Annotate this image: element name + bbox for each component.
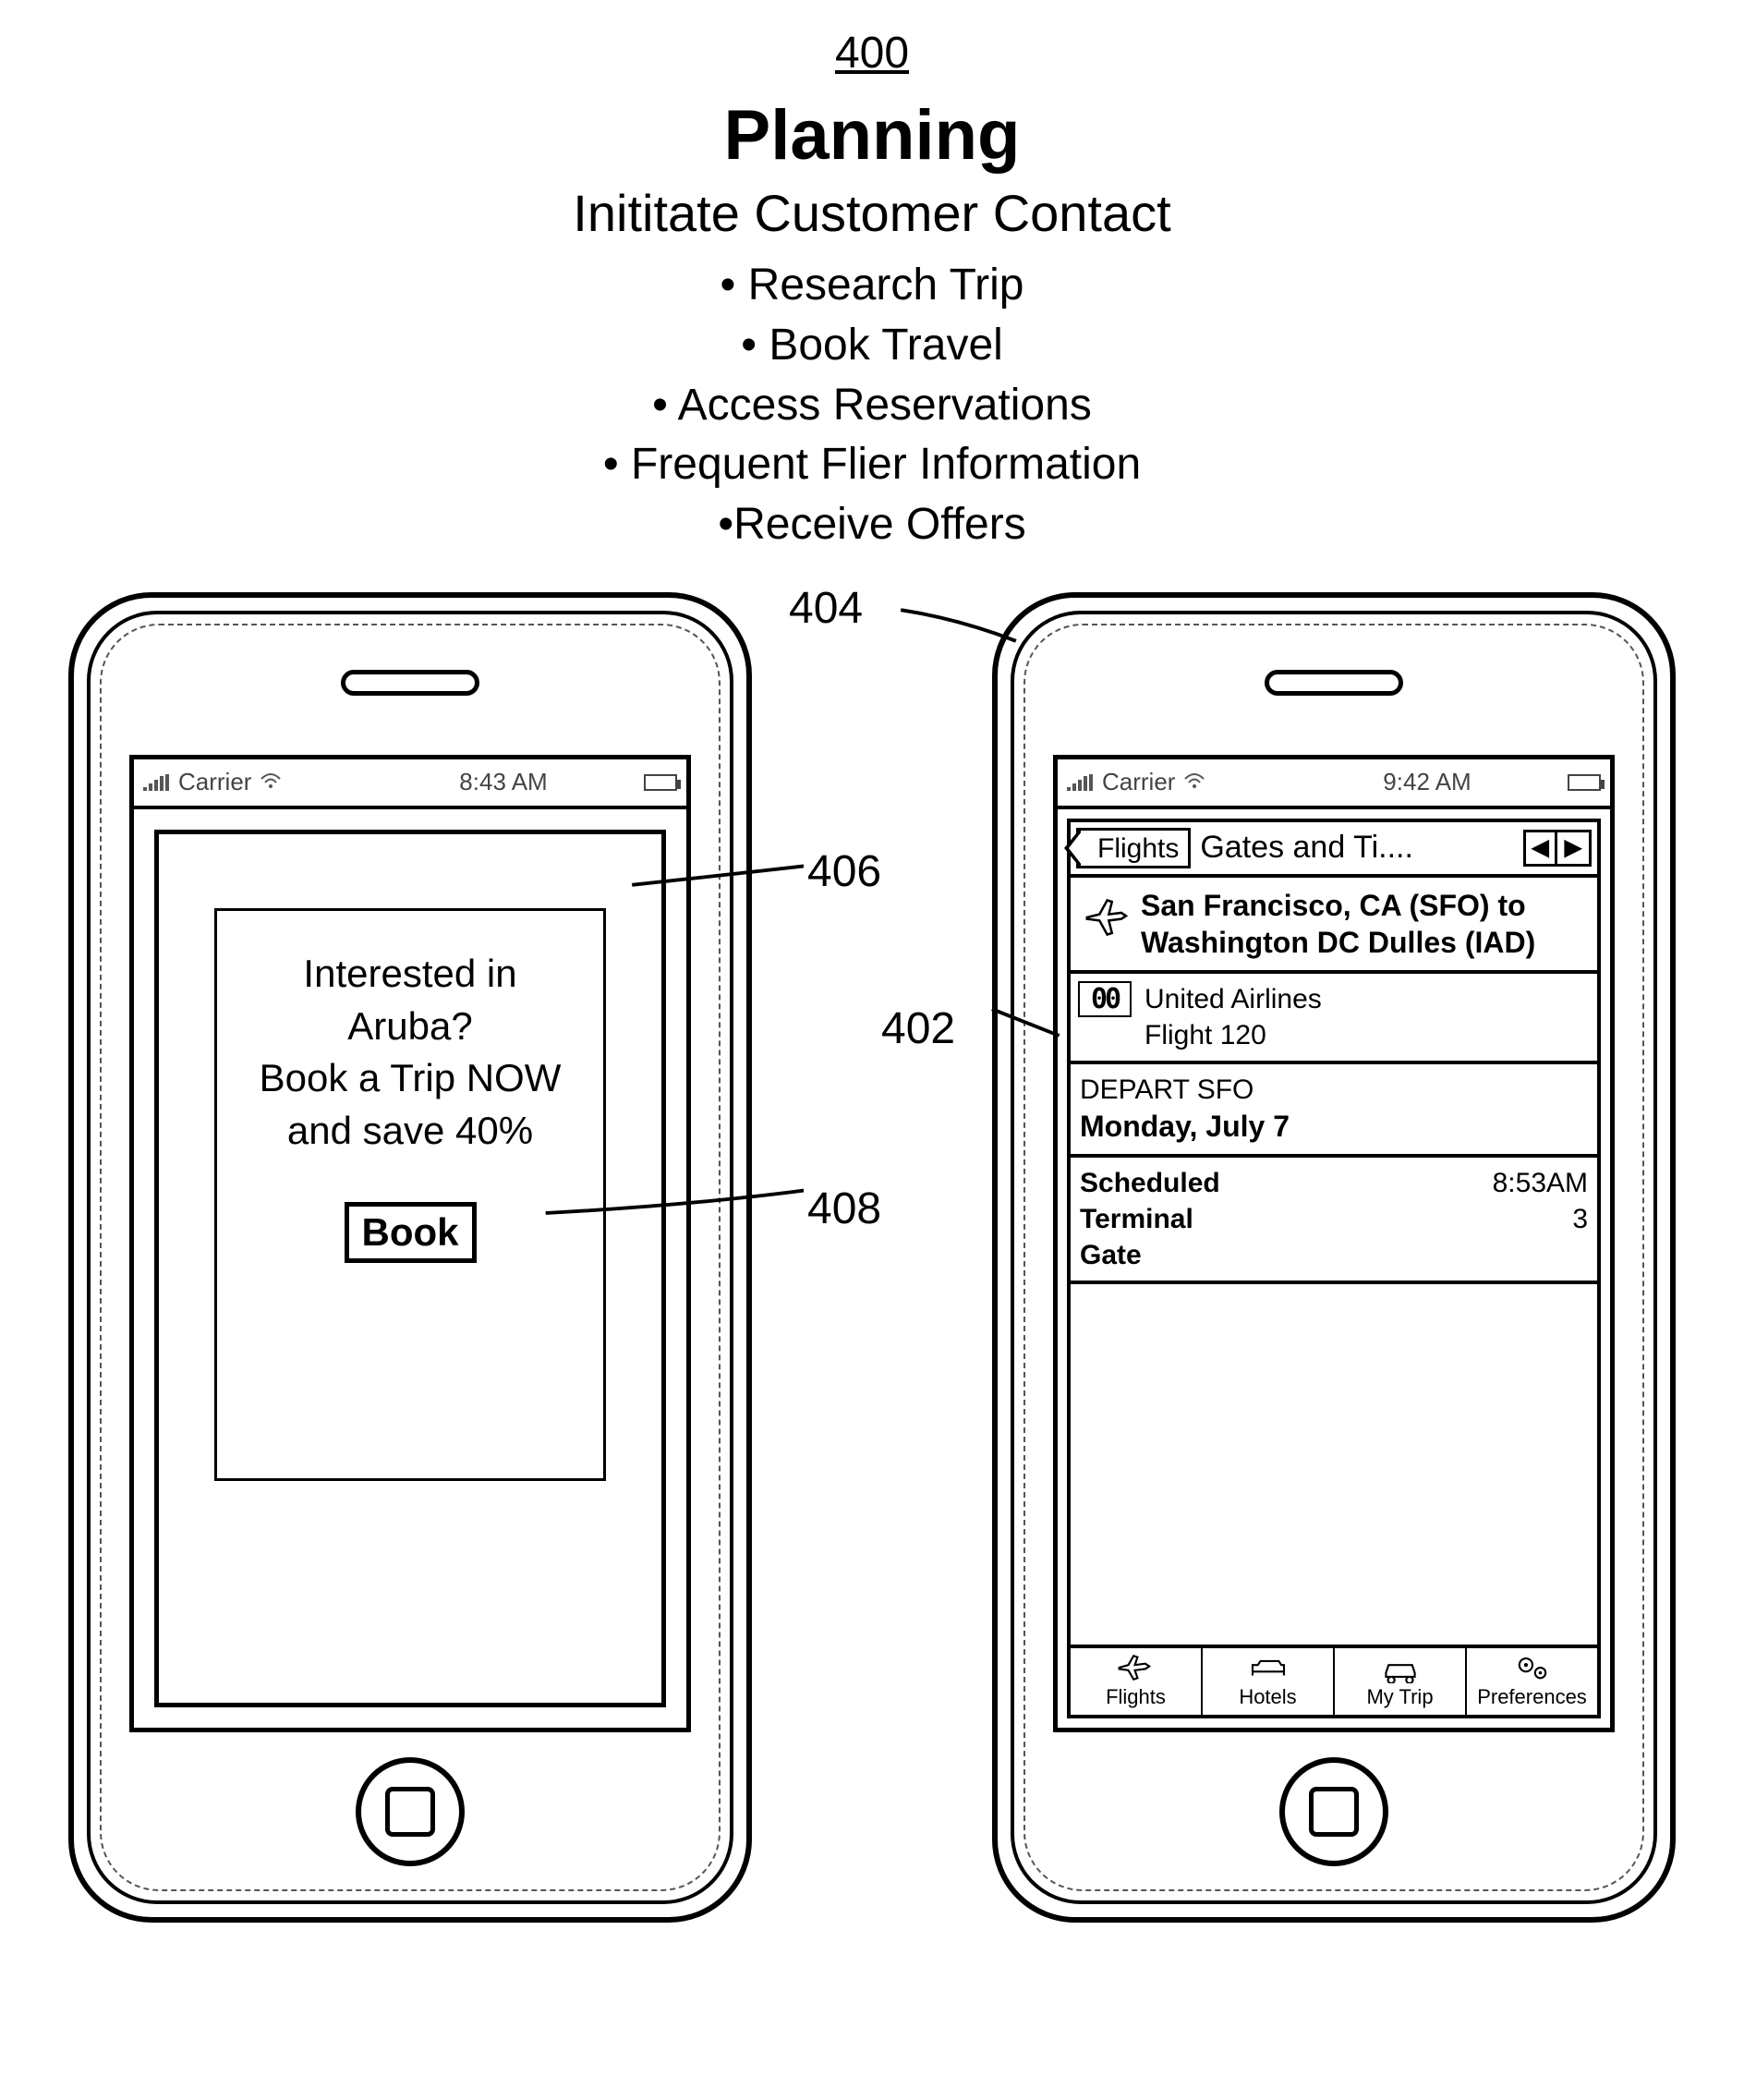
nav-title: Gates and Ti.... <box>1196 830 1518 866</box>
seat-icon: 00 <box>1078 981 1132 1017</box>
page-subtitle: Inititate Customer Contact <box>37 183 1707 243</box>
bullet-item: • Access Reservations <box>37 376 1707 436</box>
sched-label: Scheduled <box>1080 1165 1220 1201</box>
back-button[interactable]: Flights <box>1076 828 1191 868</box>
offer-line: Interested in <box>236 948 585 1001</box>
nav-arrows: ◀ ▶ <box>1523 830 1592 867</box>
tab-label: My Trip <box>1366 1685 1433 1709</box>
route-text: San Francisco, CA (SFO) to Washington DC… <box>1141 887 1590 961</box>
depart-date: Monday, July 7 <box>1080 1108 1588 1147</box>
flight-number: Flight 120 <box>1144 1017 1322 1053</box>
status-time: 8:43 AM <box>387 768 620 796</box>
status-time: 9:42 AM <box>1311 768 1544 796</box>
tab-label: Preferences <box>1477 1685 1587 1709</box>
figure-number: 400 <box>835 28 909 79</box>
bullet-list: • Research Trip • Book Travel • Access R… <box>37 256 1707 555</box>
battery-icon <box>644 774 677 791</box>
home-button[interactable] <box>1279 1757 1388 1866</box>
tab-label: Flights <box>1106 1685 1166 1709</box>
schedule-row: Scheduled Terminal Gate 8:53AM 3 <box>1071 1158 1597 1284</box>
bullet-item: • Book Travel <box>37 316 1707 376</box>
bullet-item: • Frequent Flier Information <box>37 435 1707 495</box>
carrier-label: Carrier <box>178 768 251 796</box>
offer-text: Interested in Aruba? Book a Trip NOW and… <box>236 948 585 1158</box>
offer-line: Book a Trip NOW <box>236 1052 585 1105</box>
wifi-icon <box>1184 768 1205 796</box>
signal-icon <box>1067 774 1093 791</box>
bullet-item: •Receive Offers <box>37 495 1707 555</box>
status-bar: Carrier 8:43 AM <box>134 759 686 809</box>
battery-icon <box>1568 774 1601 791</box>
tab-label: Hotels <box>1239 1685 1296 1709</box>
earpiece <box>341 670 479 696</box>
screen-left: Carrier 8:43 AM Interested in Aruba? Boo… <box>129 755 691 1732</box>
nav-bar: Flights Gates and Ti.... ◀ ▶ <box>1071 822 1597 878</box>
tab-bar: Flights Hotels My Trip Preferences <box>1071 1645 1597 1715</box>
callout-406: 406 <box>804 846 885 897</box>
offer-line: Aruba? <box>236 1001 585 1053</box>
callout-408: 408 <box>804 1184 885 1234</box>
phone-right: Carrier 9:42 AM Flights Gates and Ti....… <box>992 592 1676 1923</box>
airline-row: 00 United Airlines Flight 120 <box>1071 974 1597 1064</box>
bullet-item: • Research Trip <box>37 256 1707 316</box>
carrier-label: Carrier <box>1102 768 1175 796</box>
sched-label: Terminal <box>1080 1201 1220 1237</box>
bed-icon <box>1247 1652 1290 1683</box>
book-button[interactable]: Book <box>345 1202 477 1263</box>
gear-icon <box>1511 1652 1554 1683</box>
depart-row: DEPART SFO Monday, July 7 <box>1071 1064 1597 1158</box>
callout-404: 404 <box>785 583 866 634</box>
page-title: Planning <box>37 95 1707 176</box>
offer-line: and save 40% <box>236 1105 585 1158</box>
car-icon <box>1379 1652 1422 1683</box>
sched-label: Gate <box>1080 1237 1220 1273</box>
offer-card: Interested in Aruba? Book a Trip NOW and… <box>214 908 606 1481</box>
tab-hotels[interactable]: Hotels <box>1203 1648 1335 1715</box>
callout-402: 402 <box>878 1003 959 1054</box>
wifi-icon <box>260 768 281 796</box>
status-bar: Carrier 9:42 AM <box>1058 759 1610 809</box>
screen-right: Carrier 9:42 AM Flights Gates and Ti....… <box>1053 755 1615 1732</box>
next-button[interactable]: ▶ <box>1557 832 1589 864</box>
tab-mytrip[interactable]: My Trip <box>1335 1648 1467 1715</box>
tab-preferences[interactable]: Preferences <box>1467 1648 1597 1715</box>
phone-left: Carrier 8:43 AM Interested in Aruba? Boo… <box>68 592 752 1923</box>
tab-flights[interactable]: Flights <box>1071 1648 1203 1715</box>
route-row: San Francisco, CA (SFO) to Washington DC… <box>1071 878 1597 974</box>
depart-label: DEPART SFO <box>1080 1072 1588 1108</box>
airline-name: United Airlines <box>1144 981 1322 1017</box>
home-button[interactable] <box>356 1757 465 1866</box>
sched-value: 8:53AM <box>1493 1165 1588 1201</box>
signal-icon <box>143 774 169 791</box>
plane-icon <box>1115 1652 1157 1683</box>
earpiece <box>1265 670 1403 696</box>
plane-icon <box>1078 887 1133 961</box>
prev-button[interactable]: ◀ <box>1526 832 1557 864</box>
sched-value: 3 <box>1493 1201 1588 1237</box>
